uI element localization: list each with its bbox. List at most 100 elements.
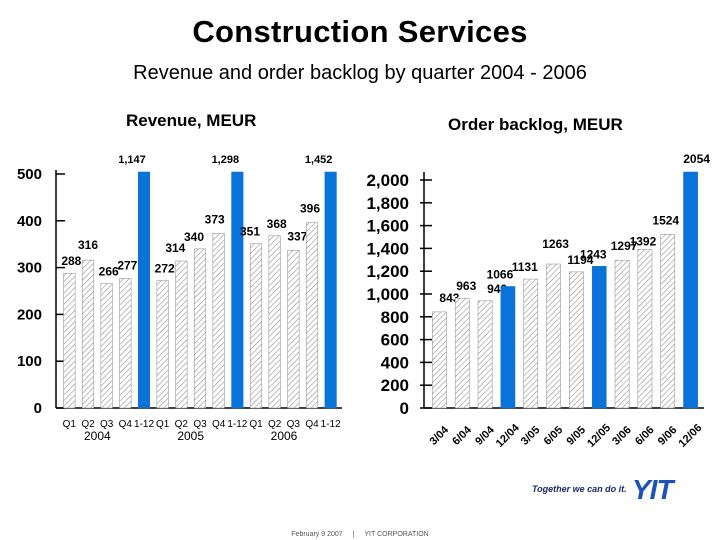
backlog-x-category: 6/04 — [450, 423, 474, 447]
revenue-x-category: Q4 — [212, 419, 226, 430]
backlog-y-tick-label: 2,000 — [366, 171, 409, 190]
backlog-data-label: 1066 — [487, 267, 514, 281]
revenue-bar — [63, 272, 76, 409]
revenue-x-category: Q2 — [81, 419, 95, 430]
backlog-x-category: 3/04 — [427, 423, 451, 447]
revenue-x-category: 1-12 — [134, 419, 154, 430]
backlog-x-category: 9/06 — [656, 424, 680, 448]
backlog-x-category: 12/05 — [585, 422, 613, 450]
backlog-y-tick-label: 1,600 — [366, 217, 409, 236]
backlog-bar — [569, 271, 584, 409]
backlog-x-category: 9/04 — [473, 423, 497, 447]
footer-separator: | — [352, 531, 355, 538]
backlog-data-label: 1524 — [652, 213, 679, 227]
backlog-bar — [660, 234, 676, 409]
backlog-data-label: 1392 — [630, 234, 657, 248]
revenue-x-category: Q3 — [287, 419, 301, 430]
backlog-x-category: 12/04 — [494, 421, 523, 450]
revenue-bar — [156, 280, 169, 409]
revenue-bar — [287, 250, 300, 409]
backlog-bar — [683, 171, 698, 409]
revenue-bar — [193, 248, 207, 409]
backlog-y-tick-label: 800 — [381, 308, 409, 327]
revenue-data-label: 288 — [61, 254, 81, 268]
revenue-data-label: 266 — [99, 265, 119, 279]
revenue-data-label: 314 — [165, 241, 185, 255]
backlog-y-tick-label: 1,200 — [366, 262, 409, 281]
backlog-y-tick-label: 1,400 — [366, 239, 409, 258]
revenue-x-category: Q1 — [63, 419, 77, 430]
revenue-bar — [119, 278, 132, 409]
revenue-y-tick-label: 100 — [17, 353, 42, 370]
revenue-data-label: 1,147 — [118, 154, 146, 166]
backlog-bar — [637, 249, 653, 409]
revenue-bar — [100, 283, 113, 409]
revenue-x-category: Q3 — [100, 419, 114, 430]
backlog-bar — [432, 311, 447, 409]
backlog-bar — [591, 266, 607, 409]
backlog-y-tick-label: 200 — [381, 376, 409, 395]
backlog-x-category: 9/05 — [564, 424, 588, 448]
backlog-x-category: 12/06 — [676, 422, 704, 450]
revenue-chart: 0 100 200 300 400 500 288 Q1 316 Q2 266 Q3 277 Q4 1,14… — [17, 154, 342, 443]
revenue-bar — [81, 259, 95, 409]
revenue-bar — [231, 171, 244, 409]
revenue-x-category: 1-12 — [321, 419, 341, 430]
backlog-data-label: 1297 — [611, 239, 638, 253]
backlog-data-label: 1243 — [580, 247, 607, 261]
revenue-bar — [268, 235, 281, 409]
revenue-data-label: 368 — [267, 217, 287, 231]
revenue-data-label: 373 — [205, 212, 225, 226]
backlog-data-label: 1131 — [512, 260, 538, 274]
revenue-data-label: 337 — [287, 229, 307, 243]
revenue-y-tick-label: 400 — [17, 213, 42, 230]
revenue-x-category: 1-12 — [227, 419, 247, 430]
revenue-bar — [212, 233, 225, 409]
backlog-y-tick-label: 1,800 — [366, 194, 409, 213]
revenue-x-category: Q4 — [305, 419, 319, 430]
backlog-data-label: 2054 — [683, 152, 710, 166]
revenue-y-tick-label: 0 — [34, 400, 42, 417]
revenue-bar — [305, 222, 319, 409]
revenue-data-label: 272 — [155, 262, 175, 276]
backlog-data-label: 1263 — [542, 237, 569, 251]
revenue-data-label: 351 — [240, 225, 260, 239]
revenue-bar — [137, 171, 151, 409]
revenue-y-tick-label: 500 — [17, 166, 42, 183]
revenue-bar — [175, 260, 188, 409]
backlog-x-category: 3/05 — [519, 424, 543, 448]
revenue-x-category: Q1 — [249, 419, 263, 430]
revenue-bar — [324, 171, 337, 409]
page-subtitle: Revenue and order backlog by quarter 200… — [133, 62, 587, 84]
backlog-bar — [454, 297, 470, 409]
revenue-x-category: Q1 — [156, 419, 170, 430]
backlog-x-category: 3/06 — [610, 424, 634, 448]
backlog-y-tick-label: 400 — [381, 353, 409, 372]
backlog-data-label: 963 — [456, 279, 476, 293]
footer-company: YIT CORPORATION — [364, 531, 429, 538]
revenue-data-label: 1,298 — [212, 154, 240, 166]
revenue-x-year: 2005 — [177, 429, 204, 443]
revenue-y-tick-label: 200 — [17, 306, 42, 323]
backlog-y-tick-label: 0 — [400, 399, 409, 418]
backlog-bar — [500, 286, 516, 409]
backlog-y-tick-label: 600 — [381, 331, 409, 350]
revenue-x-category: Q2 — [268, 419, 282, 430]
backlog-chart-title: Order backlog, MEUR — [448, 115, 623, 134]
revenue-x-year: 2004 — [84, 429, 111, 443]
revenue-x-category: Q4 — [119, 419, 133, 430]
backlog-bar — [614, 259, 630, 409]
revenue-chart-title: Revenue, MEUR — [126, 111, 257, 130]
brand-tagline: Together we can do it. — [532, 484, 627, 494]
revenue-x-category: Q3 — [193, 419, 207, 430]
revenue-x-category: Q2 — [175, 419, 189, 430]
page-title: Construction Services — [192, 14, 528, 49]
revenue-data-label: 316 — [78, 238, 98, 252]
revenue-data-label: 340 — [184, 230, 204, 244]
backlog-bar — [477, 300, 493, 409]
yit-logo: YIT — [632, 474, 674, 505]
backlog-chart: 0 200 400 600 800 1,000 1,200 1,400 1,600 1,800 2,… — [366, 152, 710, 450]
footer-date: February 9 2007 — [291, 531, 343, 538]
revenue-data-label: 277 — [117, 258, 137, 272]
